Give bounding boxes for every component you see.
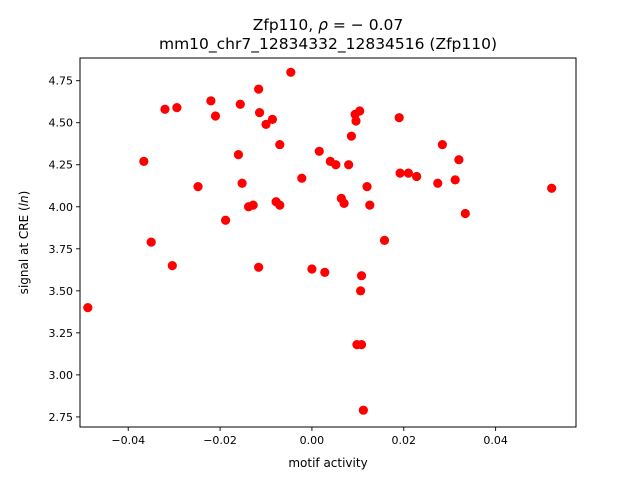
x-tick-label: −0.04 — [111, 434, 145, 447]
data-point-3 — [146, 237, 156, 247]
data-point-11 — [233, 150, 244, 160]
data-point-33 — [344, 160, 354, 170]
x-tick-label: 0.00 — [300, 434, 325, 447]
y-tick-label: 4.75 — [49, 75, 74, 88]
data-point-45 — [379, 235, 390, 245]
data-point-52 — [450, 175, 460, 185]
data-point-48 — [403, 168, 413, 178]
data-point-34 — [346, 131, 357, 141]
data-point-39 — [356, 340, 367, 350]
x-tick-label: −0.02 — [203, 434, 237, 447]
data-point-43 — [362, 182, 372, 192]
data-point-23 — [275, 200, 285, 210]
x-tick-label: 0.04 — [483, 434, 508, 447]
y-tick-label: 3.75 — [49, 243, 74, 256]
y-tick-label: 4.25 — [49, 159, 74, 172]
data-point-49 — [412, 171, 422, 182]
data-point-18 — [254, 262, 264, 272]
plot-frame — [79, 57, 577, 428]
data-point-5 — [172, 102, 182, 113]
data-point-6 — [167, 261, 177, 271]
data-point-55 — [547, 183, 557, 193]
y-tick-label: 4.50 — [49, 117, 74, 130]
data-point-46 — [394, 113, 404, 123]
data-point-8 — [206, 96, 216, 106]
data-point-32 — [339, 198, 349, 209]
data-point-36 — [351, 116, 361, 126]
data-point-15 — [248, 200, 258, 210]
data-point-54 — [460, 208, 470, 219]
data-point-7 — [193, 182, 203, 192]
data-point-37 — [355, 106, 365, 116]
data-point-30 — [331, 160, 341, 170]
data-point-13 — [237, 178, 247, 188]
y-tick-label: 4.00 — [49, 201, 74, 214]
y-tick-label: 3.25 — [49, 327, 74, 340]
data-point-47 — [395, 168, 405, 178]
y-tick-label: 3.50 — [49, 285, 74, 298]
data-point-19 — [261, 119, 271, 129]
chart-title-line-1: Zfp110, ρ = − 0.07 — [253, 16, 403, 34]
data-point-16 — [254, 84, 264, 94]
data-point-44 — [365, 200, 375, 210]
data-point-41 — [356, 286, 366, 296]
chart-title-line-2: mm10_chr7_12834332_12834516 (Zfp110) — [159, 35, 497, 54]
data-point-53 — [454, 155, 464, 165]
y-tick-label: 3.00 — [49, 369, 74, 382]
x-axis-ticks: −0.04 −0.02 0.00 0.02 0.04 — [111, 427, 508, 447]
data-point-17 — [254, 108, 265, 118]
data-point-26 — [307, 264, 317, 274]
y-tick-label: 2.75 — [49, 411, 74, 424]
data-point-24 — [286, 67, 296, 77]
data-point-1 — [83, 303, 93, 313]
y-axis-label: signal at CRE (ln) — [17, 191, 31, 295]
x-tick-label: 0.02 — [392, 434, 417, 447]
data-point-25 — [297, 173, 307, 183]
x-axis-label: motif activity — [288, 456, 367, 470]
data-point-22 — [275, 139, 285, 150]
data-point-28 — [320, 267, 330, 277]
data-point-51 — [437, 139, 447, 150]
data-point-20 — [267, 114, 278, 124]
data-point-50 — [433, 178, 443, 188]
data-point-27 — [314, 146, 324, 156]
data-point-12 — [235, 99, 245, 109]
data-points — [83, 67, 557, 415]
data-point-10 — [220, 215, 231, 225]
data-point-4 — [160, 104, 170, 114]
data-point-42 — [358, 405, 368, 415]
y-axis-ticks: 2.75 3.00 3.25 3.50 3.75 4.00 4.25 4.50 4.75 — [49, 75, 80, 424]
data-point-2 — [139, 156, 149, 166]
data-point-40 — [356, 271, 367, 281]
data-point-9 — [210, 111, 221, 121]
